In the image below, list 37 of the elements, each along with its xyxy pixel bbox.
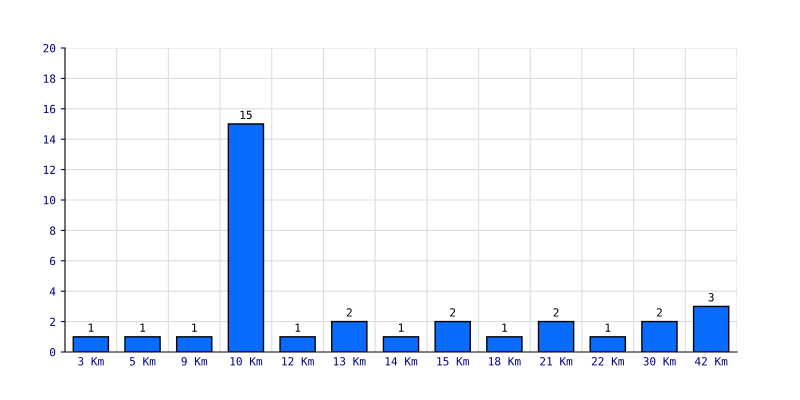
data-label: 1 bbox=[140, 324, 146, 332]
x-tick-label: 18 Km bbox=[488, 357, 521, 366]
x-tick-label: 22 Km bbox=[592, 357, 624, 366]
y-tick-label: 4 bbox=[50, 287, 56, 296]
data-label: 2 bbox=[554, 308, 558, 317]
y-tick-label: 20 bbox=[43, 44, 56, 52]
y-tick-label: 18 bbox=[44, 74, 56, 83]
data-label: 1 bbox=[296, 324, 300, 332]
x-tick-label: 12 Km bbox=[282, 357, 314, 366]
x-tick-label: 30 Km bbox=[643, 357, 676, 366]
x-tick-label: 13 Km bbox=[334, 357, 366, 366]
x-tick-label: 21 Km bbox=[540, 357, 572, 366]
data-label: 1 bbox=[88, 324, 94, 332]
x-tick-label: 9 Km bbox=[182, 357, 208, 366]
data-label: 2 bbox=[450, 308, 456, 317]
y-tick-label: 8 bbox=[50, 226, 56, 235]
data-label: 1 bbox=[398, 324, 404, 332]
y-tick-label: 14 bbox=[44, 135, 56, 144]
y-tick-label: 6 bbox=[50, 256, 56, 266]
data-label: 2 bbox=[346, 308, 352, 317]
data-label: 1 bbox=[606, 324, 610, 332]
data-label: 15 bbox=[240, 110, 252, 120]
y-tick-label: 10 bbox=[44, 196, 56, 204]
x-tick-label: 14 Km bbox=[386, 357, 418, 366]
x-tick-label: 15 Km bbox=[437, 357, 469, 366]
data-label: 3 bbox=[708, 293, 714, 302]
x-tick-label: 5 Km bbox=[130, 357, 156, 366]
data-label: 2 bbox=[656, 308, 662, 317]
y-tick-label: 16 bbox=[44, 104, 56, 114]
x-tick-label: 42 Km bbox=[694, 357, 728, 366]
y-tick-label: 0 bbox=[50, 348, 56, 356]
x-tick-label: 3 Km bbox=[78, 357, 104, 366]
data-label: 1 bbox=[502, 324, 507, 332]
y-tick-label: 12 bbox=[44, 166, 56, 174]
y-tick-label: 2 bbox=[50, 318, 56, 326]
data-label: 1 bbox=[192, 324, 197, 332]
x-tick-label: 10 Km bbox=[230, 357, 262, 366]
